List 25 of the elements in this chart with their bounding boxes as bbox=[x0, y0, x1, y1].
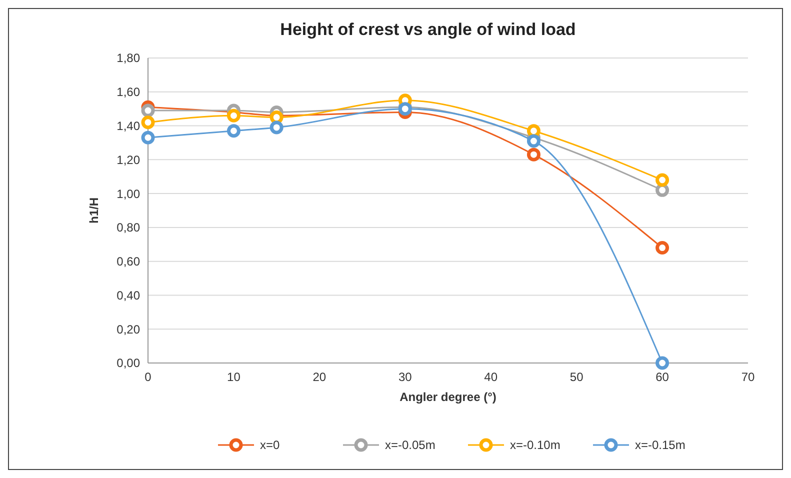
x-tick-label: 50 bbox=[570, 370, 584, 384]
y-tick-label: 0,60 bbox=[116, 254, 140, 269]
y-tick-label: 0,20 bbox=[116, 322, 140, 336]
y-tick-label: 1,40 bbox=[116, 118, 140, 133]
y-tick-label: 0,80 bbox=[116, 220, 140, 235]
x-tick-label: 40 bbox=[484, 370, 498, 384]
legend-label: x=-0.10m bbox=[510, 438, 560, 452]
chart-title: Height of crest vs angle of wind load bbox=[280, 20, 576, 39]
y-tick-label: 1,20 bbox=[116, 152, 140, 167]
x-tick-label: 0 bbox=[144, 370, 152, 384]
y-tick-label: 1,00 bbox=[116, 186, 140, 201]
legend-label: x=-0.15m bbox=[635, 438, 686, 452]
x-axis-title: Angler degree (°) bbox=[400, 390, 496, 404]
y-tick-label: 0,00 bbox=[116, 356, 140, 370]
x-tick-label: 60 bbox=[656, 370, 670, 384]
legend-label: x=-0.05m bbox=[385, 438, 436, 452]
x-tick-label: 10 bbox=[227, 370, 241, 384]
y-tick-label: 1,60 bbox=[116, 85, 140, 100]
x-tick-label: 20 bbox=[312, 370, 326, 384]
x-tick-label: 30 bbox=[398, 370, 412, 384]
y-tick-label: 0,40 bbox=[116, 288, 140, 302]
x-tick-label: 70 bbox=[741, 370, 755, 384]
y-axis-title: h1/H bbox=[87, 197, 101, 224]
y-tick-label: 1,80 bbox=[116, 51, 140, 66]
legend-label: x=0 bbox=[260, 438, 280, 452]
